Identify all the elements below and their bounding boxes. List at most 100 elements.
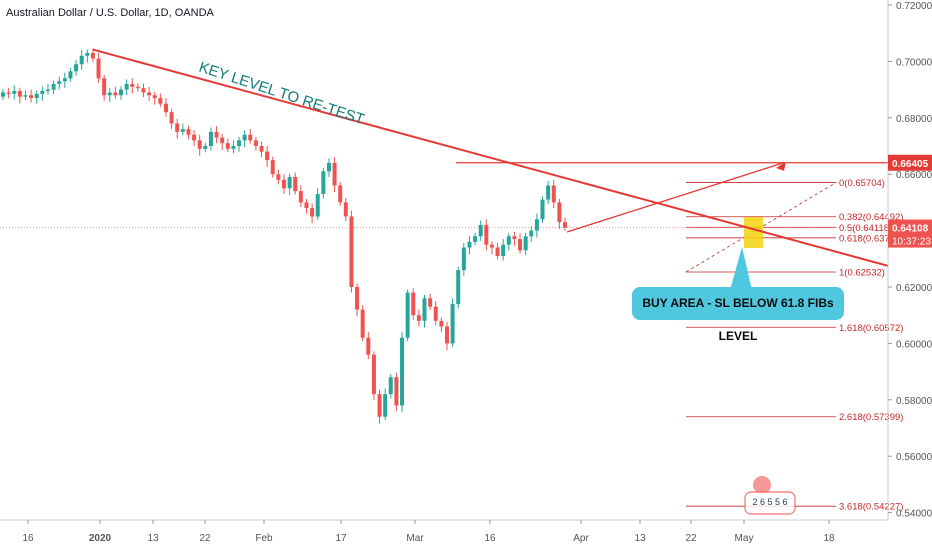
- candle-body: [467, 241, 472, 248]
- fib-level-label: 0.382(0.64492): [839, 212, 903, 223]
- trendline: [92, 48, 889, 267]
- candle-body: [68, 71, 73, 79]
- candle-body: [332, 162, 337, 186]
- tradingview-logo-icon: 2 6 5 5 6: [744, 476, 796, 515]
- candle-body: [57, 81, 62, 84]
- time-tick-label: 22: [685, 533, 697, 544]
- time-tick-label: 2020: [89, 533, 112, 544]
- price-tick-label: 0.66000: [896, 170, 932, 181]
- candle-body: [135, 86, 140, 89]
- projection-arrow-head: [776, 161, 786, 171]
- candle-body: [248, 134, 253, 141]
- price-tick-label: 0.70000: [896, 57, 932, 68]
- candle-body: [400, 337, 405, 406]
- candle-body: [315, 193, 320, 217]
- candle-body: [163, 103, 168, 113]
- price-axis[interactable]: 0.720000.700000.680000.660000.640000.620…: [887, 0, 932, 520]
- candle-body: [428, 298, 433, 307]
- candle-body: [461, 247, 466, 271]
- candle-body: [450, 303, 455, 344]
- candle-body: [495, 247, 500, 256]
- key-level-badge-text: 0.66405: [892, 159, 929, 170]
- candle-body: [102, 78, 107, 96]
- candle-body: [377, 394, 382, 417]
- candle-body: [23, 95, 28, 97]
- projection-arrow-line: [566, 162, 784, 233]
- candle-body: [74, 64, 79, 72]
- candle-body: [152, 95, 157, 99]
- chart-title: Australian Dollar / U.S. Dollar, 1D, OAN…: [6, 7, 214, 19]
- candles: [1, 48, 567, 424]
- last-price-badge-text: 0.64108: [892, 224, 929, 235]
- candle-body: [383, 394, 388, 417]
- candle-body: [141, 88, 146, 93]
- candle-body: [489, 244, 494, 248]
- candle-body: [321, 171, 326, 194]
- candle-body: [557, 202, 562, 223]
- candle-body: [79, 55, 84, 65]
- time-tick-label: 18: [823, 533, 835, 544]
- candle-body: [411, 292, 416, 316]
- candle-body: [518, 239, 523, 251]
- fib-retracement: 0(0.65704) 0.382(0.64492)0.5(0.64118)0.61…: [685, 178, 903, 513]
- candle-body: [186, 129, 191, 135]
- buy-zone-highlight: [744, 217, 763, 249]
- time-axis[interactable]: 16 2020 13 22 Feb 17 Mar 16 Apr 13 22 May 18: [0, 519, 888, 544]
- candle-body: [478, 224, 483, 237]
- time-tick-label: 16: [484, 533, 496, 544]
- candle-body: [214, 131, 219, 138]
- candle-body: [90, 52, 95, 59]
- candle-body: [231, 146, 236, 149]
- fib-level-label: 2.618(0.57399): [839, 412, 903, 423]
- trendline-segment: [92, 48, 889, 267]
- buy-area-callout: BUY AREA - SL BELOW 61.8 FIBs LEVEL: [632, 287, 844, 343]
- candle-body: [208, 131, 213, 146]
- candle-body: [197, 140, 202, 149]
- countdown-badge-text: 10:37:23: [892, 237, 931, 248]
- candle-body: [326, 162, 331, 172]
- candle-body: [270, 160, 275, 175]
- candle-body: [259, 146, 264, 152]
- candle-body: [360, 309, 365, 338]
- fib-level-label: 0.618(0.63744): [839, 233, 903, 244]
- candle-body: [405, 292, 410, 338]
- time-tick-label: 17: [335, 533, 347, 544]
- candle-body: [242, 134, 247, 141]
- fib-level-label: 0.5(0.64118): [839, 223, 892, 234]
- candle-body: [416, 315, 421, 321]
- candle-body: [45, 89, 50, 92]
- candle-body: [343, 202, 348, 217]
- candle-body: [433, 306, 438, 321]
- candle-body: [237, 140, 242, 146]
- candle-body: [203, 146, 208, 149]
- candle-body: [551, 185, 556, 203]
- candle-body: [422, 298, 427, 321]
- candle-body: [175, 123, 180, 132]
- time-tick-label: 16: [22, 533, 34, 544]
- fib-diagonal: [685, 182, 837, 273]
- candle-body: [444, 326, 449, 344]
- candle-body: [546, 185, 551, 200]
- candle-body: [220, 137, 225, 144]
- candle-body: [276, 174, 281, 180]
- key-level-badge: [888, 154, 932, 171]
- candle-body: [282, 179, 286, 189]
- candle-body: [96, 58, 101, 79]
- candle-body: [192, 134, 197, 141]
- candle-body: [529, 230, 534, 237]
- watermark-circle: [753, 476, 771, 494]
- time-tick-label: 13: [634, 533, 646, 544]
- candle-body: [394, 377, 399, 406]
- last-price-badge: [888, 219, 932, 248]
- projection-arrow: [566, 161, 786, 233]
- candle-body: [563, 222, 567, 228]
- candle-body: [147, 92, 152, 96]
- price-tick-label: 0.68000: [896, 114, 932, 125]
- candle-body: [158, 98, 163, 104]
- price-tick-label: 0.60000: [896, 339, 932, 350]
- candle-body: [540, 199, 545, 220]
- price-tick-label: 0.56000: [896, 452, 932, 463]
- candle-body: [29, 95, 34, 99]
- candle-body: [388, 377, 393, 395]
